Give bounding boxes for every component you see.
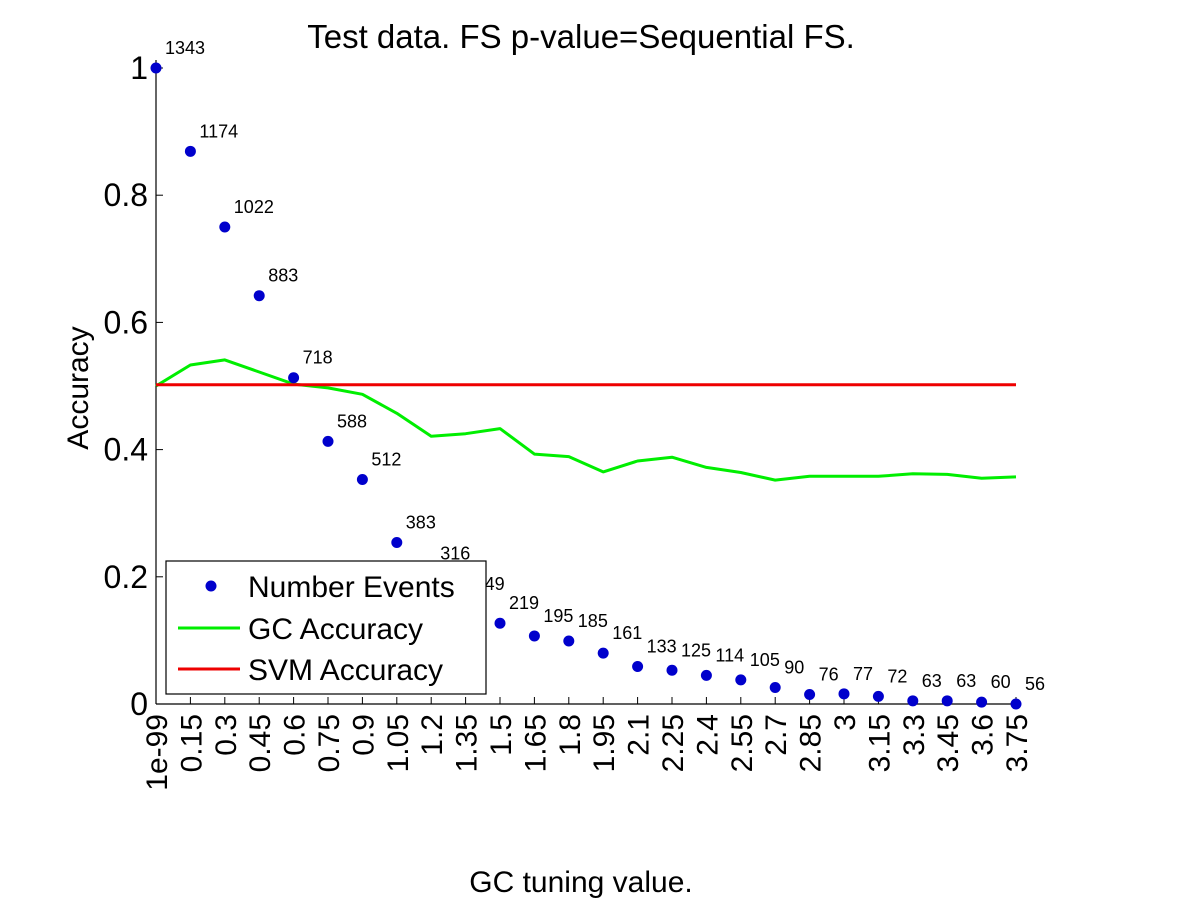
data-label: 1174: [199, 121, 238, 141]
y-tick-label: 0.8: [104, 177, 148, 213]
data-label: 76: [819, 664, 839, 684]
data-point: [700, 669, 712, 681]
data-label: 60: [991, 672, 1011, 692]
data-point: [1010, 698, 1022, 710]
x-tick-label: 1e-99: [141, 714, 174, 791]
data-label: 718: [303, 348, 333, 368]
data-label: 77: [853, 664, 873, 684]
y-tick-label: 0.6: [104, 304, 148, 340]
data-point: [838, 688, 850, 700]
data-point: [150, 62, 162, 74]
data-point: [597, 647, 609, 659]
data-label: 883: [268, 266, 298, 286]
x-tick-label: 2.7: [760, 714, 793, 756]
x-tick-label: 0.15: [175, 714, 208, 772]
data-point: [494, 617, 506, 629]
data-label: 72: [887, 666, 907, 686]
x-tick-label: 0.9: [347, 714, 380, 756]
x-tick-label: 3.15: [863, 714, 896, 772]
data-label: 185: [578, 611, 608, 631]
data-point: [941, 695, 953, 707]
data-label: 56: [1025, 674, 1045, 694]
y-tick-label: 0: [130, 686, 148, 722]
x-tick-label: 2.55: [726, 714, 759, 772]
x-tick-label: 2.85: [795, 714, 828, 772]
series-line-gc-accuracy: [155, 358, 1017, 482]
data-label: 1022: [234, 197, 274, 217]
legend-label-number-events: Number Events: [248, 571, 455, 604]
x-tick-label: 1.5: [485, 714, 518, 756]
legend-label-svm-accuracy: SVM Accuracy: [248, 654, 443, 687]
data-point: [632, 660, 644, 672]
chart-title: Test data. FS p-value=Sequential FS.: [307, 18, 855, 55]
data-label: 161: [612, 623, 642, 643]
x-tick-label: 2.1: [623, 714, 656, 756]
data-point: [735, 674, 747, 686]
data-label: 195: [543, 606, 573, 626]
x-tick-label: 1.8: [554, 714, 587, 756]
x-tick-label: 3: [829, 714, 862, 731]
data-label: 90: [784, 657, 804, 677]
data-point: [253, 290, 265, 302]
data-label: 588: [337, 411, 367, 431]
data-point: [322, 435, 334, 447]
data-point: [528, 630, 540, 642]
data-point: [872, 690, 884, 702]
data-label: 105: [750, 650, 780, 670]
series-layer: [150, 62, 1022, 710]
y-tick-label: 1: [130, 50, 148, 86]
x-tick-label: 2.25: [657, 714, 690, 772]
data-label: 316: [440, 544, 470, 564]
data-point: [666, 664, 678, 676]
data-label: 63: [956, 671, 976, 691]
y-ticks: 0 0.2 0.4 0.6 0.8 1: [104, 50, 163, 722]
data-point: [391, 536, 403, 548]
data-label: 114: [715, 645, 744, 665]
y-tick-label: 0.4: [104, 432, 148, 468]
x-tick-label: 3.3: [898, 714, 931, 756]
data-label: 219: [509, 593, 539, 613]
x-tick-label: 0.6: [279, 714, 312, 756]
x-ticks: 1e-99 0.15 0.3 0.45 0.6 0.75 0.9 1.05 1.2 1.35 1.5…: [141, 697, 1034, 791]
data-point: [769, 681, 781, 693]
x-axis-label: GC tuning value.: [469, 866, 692, 899]
x-tick-label: 3.75: [1001, 714, 1034, 772]
data-label: 1343: [165, 38, 205, 58]
data-point: [563, 635, 575, 647]
data-label: 63: [922, 671, 942, 691]
y-tick-label: 0.2: [104, 559, 148, 595]
data-label: 512: [371, 449, 401, 469]
x-tick-label: 3.6: [967, 714, 1000, 756]
data-point: [288, 372, 300, 384]
x-tick-label: 1.2: [416, 714, 449, 756]
data-point: [976, 696, 988, 708]
x-tick-label: 1.35: [451, 714, 484, 772]
legend: Number Events GC Accuracy SVM Accuracy: [165, 560, 487, 695]
x-tick-label: 0.75: [313, 714, 346, 772]
data-label: 383: [406, 512, 436, 532]
x-tick-label: 3.45: [932, 714, 965, 772]
x-tick-label: 1.95: [588, 714, 621, 772]
legend-label-gc-accuracy: GC Accuracy: [248, 613, 423, 646]
x-tick-label: 0.3: [210, 714, 243, 756]
x-tick-label: 1.65: [519, 714, 552, 772]
data-label: 133: [647, 636, 677, 656]
plot-area: [155, 60, 1017, 705]
y-axis-label: Accuracy: [62, 326, 95, 449]
data-point: [907, 695, 919, 707]
x-tick-label: 1.05: [382, 714, 415, 772]
data-label: 125: [681, 640, 711, 660]
data-point: [356, 473, 368, 485]
legend-marker-number-events: [205, 580, 217, 592]
x-tick-label: 0.45: [244, 714, 277, 772]
data-point: [184, 145, 196, 157]
x-tick-label: 2.4: [691, 714, 724, 756]
data-point: [804, 688, 816, 700]
data-point: [219, 221, 231, 233]
